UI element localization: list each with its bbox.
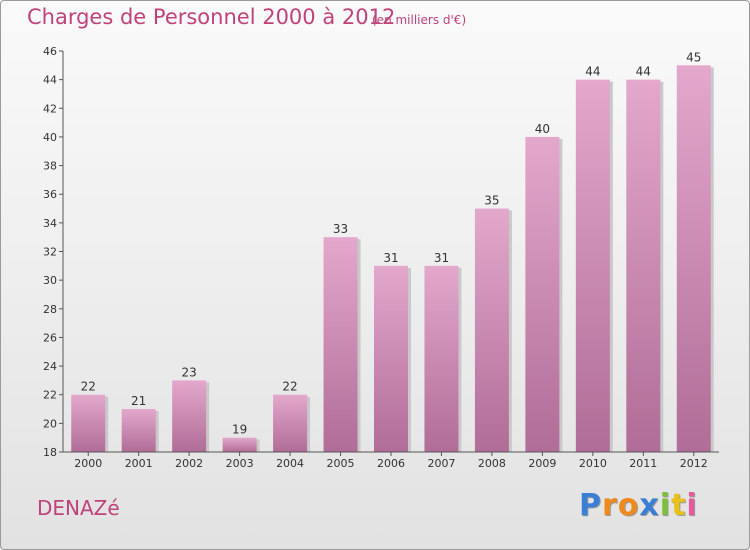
logo-letter: i [686, 488, 698, 523]
logo-letter: o [617, 488, 640, 523]
bar [424, 265, 459, 452]
logo-letter: P [579, 488, 602, 523]
logo-letter: t [671, 488, 687, 523]
proxiti-logo: Proxiti [579, 488, 698, 523]
data-label: 33 [333, 222, 348, 236]
logo-letter: i [659, 488, 672, 523]
y-tick-label: 44 [43, 74, 57, 87]
chart-subtitle: (en milliers d'€) [372, 13, 467, 27]
data-label: 23 [182, 365, 197, 379]
data-label: 40 [535, 122, 550, 136]
chart-title: Charges de Personnel 2000 à 2012 [27, 5, 396, 29]
bar [626, 79, 661, 453]
y-tick-label: 24 [43, 360, 57, 373]
x-tick-label: 2007 [427, 457, 455, 470]
y-tick-label: 20 [43, 417, 57, 430]
data-label: 19 [232, 423, 247, 437]
x-tick-label: 2011 [629, 457, 657, 470]
data-label: 21 [131, 394, 146, 408]
data-label: 22 [282, 380, 297, 394]
y-tick-label: 18 [43, 446, 57, 459]
bar [172, 380, 207, 452]
y-tick-label: 34 [43, 217, 57, 230]
bar [323, 237, 358, 452]
data-label: 45 [686, 50, 701, 64]
y-tick-label: 30 [43, 274, 57, 287]
y-tick-label: 42 [43, 102, 57, 115]
bar [374, 265, 408, 452]
bar [525, 136, 560, 452]
bar [575, 79, 610, 453]
x-tick-label: 2006 [377, 457, 405, 470]
x-tick-label: 2012 [680, 457, 708, 470]
x-tick-label: 2009 [528, 457, 556, 470]
bar [273, 394, 308, 452]
y-tick-label: 28 [43, 303, 57, 316]
bar [121, 409, 156, 452]
y-tick-label: 32 [43, 246, 57, 259]
y-tick-label: 36 [43, 188, 57, 201]
x-tick-label: 2010 [579, 457, 607, 470]
data-label: 31 [434, 251, 449, 265]
x-tick-label: 2001 [125, 457, 153, 470]
bar [474, 208, 509, 452]
y-tick-label: 46 [43, 45, 57, 58]
logo-letter: x [639, 488, 660, 523]
bar [71, 394, 106, 452]
y-tick-label: 26 [43, 331, 57, 344]
x-tick-label: 2002 [175, 457, 203, 470]
x-tick-label: 2000 [74, 457, 102, 470]
data-label: 44 [636, 65, 651, 79]
data-label: 44 [585, 65, 600, 79]
y-tick-label: 40 [43, 131, 57, 144]
y-tick-label: 38 [43, 160, 57, 173]
bar [676, 65, 711, 453]
x-axis: 2000 2001 2002 2003 2004 2005 2006 2007 2008 2009… [63, 451, 719, 470]
y-tick-label: 22 [43, 389, 57, 402]
x-tick-label: 2005 [327, 457, 355, 470]
x-tick-label: 2008 [478, 457, 506, 470]
logo-letter: r [602, 488, 618, 523]
data-label: 31 [383, 251, 398, 265]
data-label: 35 [484, 194, 499, 208]
commune-name: DENAZé [37, 496, 120, 520]
y-axis: 18 20 22 24 26 28 30 32 34 36 38 40 42 44 46 [43, 45, 64, 459]
bars [71, 65, 714, 453]
bar [222, 437, 257, 452]
data-label: 22 [81, 380, 96, 394]
x-tick-label: 2003 [226, 457, 254, 470]
data-labels: 22 21 23 19 22 33 31 31 35 40 44 44 45 [81, 50, 702, 436]
x-tick-label: 2004 [276, 457, 304, 470]
